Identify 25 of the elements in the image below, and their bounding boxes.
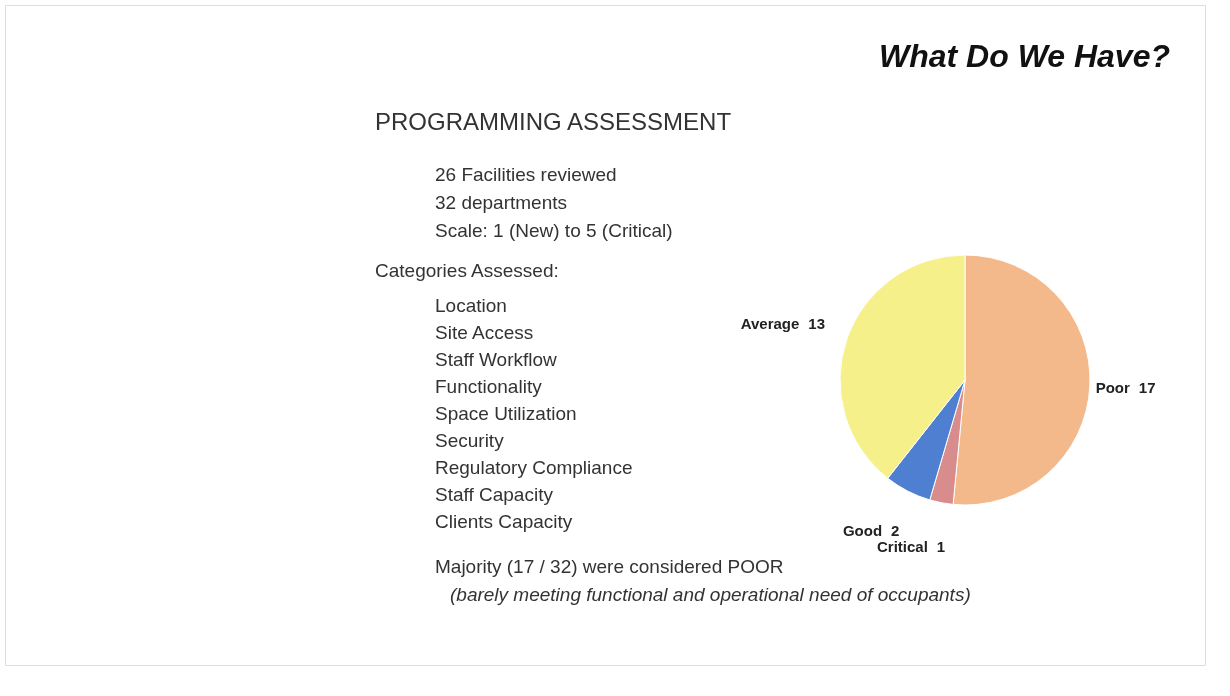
chart-title: What Do We Have? xyxy=(879,38,1170,74)
slice-label: Average xyxy=(740,315,800,333)
text: Categories Assessed: xyxy=(375,260,559,281)
text: Scale: 1 (New) to 5 (Critical) xyxy=(435,220,673,241)
data-label: 13 xyxy=(808,315,826,333)
text: Site Access xyxy=(435,322,534,343)
text: Staff Workflow xyxy=(435,349,558,370)
text: 26 Facilities reviewed xyxy=(435,164,617,185)
text: (barely meeting functional and operational need of occupants) xyxy=(450,584,971,605)
text: Security xyxy=(435,430,505,451)
text: Clients Capacity xyxy=(435,511,573,532)
slice-label: Critical xyxy=(876,537,928,555)
data-label: 17 xyxy=(1138,379,1156,397)
text: Majority (17 / 32) were considered POOR xyxy=(435,556,784,577)
slice-label: Poor xyxy=(1095,379,1130,397)
text: Location xyxy=(435,295,507,316)
text: Regulatory Compliance xyxy=(435,457,633,478)
slice-label: Good xyxy=(842,522,883,540)
text: Staff Capacity xyxy=(435,484,554,505)
data-label: 2 xyxy=(891,522,900,540)
chart-subtitle: PROGRAMMING ASSESSMENT xyxy=(375,108,732,135)
text: 32 departments xyxy=(435,192,568,213)
text: Space Utilization xyxy=(435,403,577,424)
text: Functionality xyxy=(435,376,543,397)
data-label: 1 xyxy=(936,537,946,555)
